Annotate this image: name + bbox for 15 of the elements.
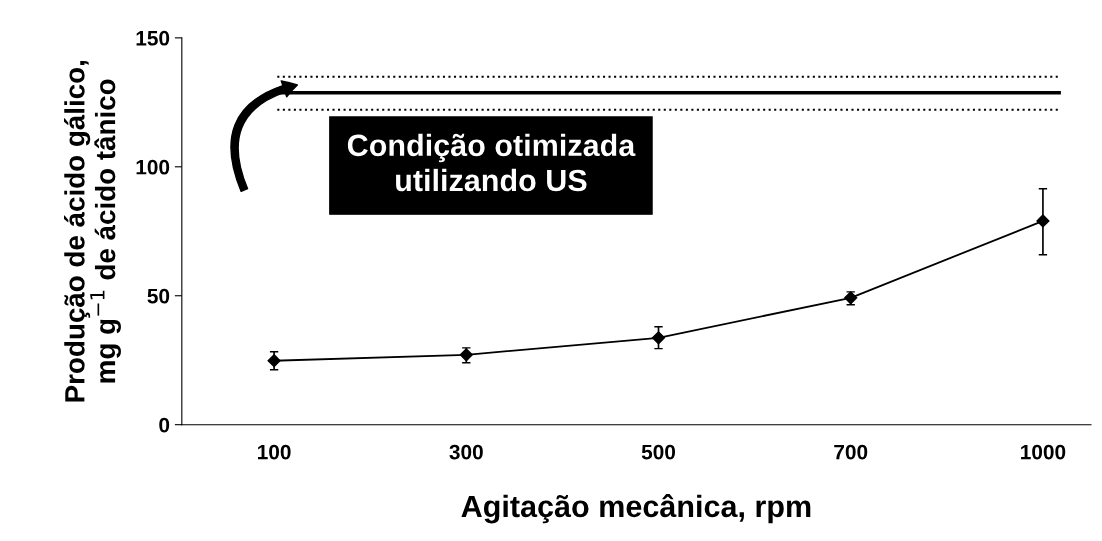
x-tick-label: 1000: [1021, 444, 1066, 460]
x-tick-label: 300: [449, 444, 483, 460]
annotation: Condição otimizada utilizando US: [347, 133, 636, 192]
y-axis-title: Produção de ácido gálico, mg g$^{−1}$ de ácido tânico: [64, 61, 121, 402]
y-tick-label: 50: [147, 288, 170, 304]
point: [1036, 214, 1050, 228]
x-tick-label: 100: [258, 444, 291, 460]
x-tick-label: 700: [834, 444, 868, 460]
point: [651, 331, 666, 345]
y-tick-label: 0: [159, 417, 170, 433]
y-tick-label: 150: [136, 30, 170, 46]
point: [267, 354, 281, 368]
y-tick-label: 100: [136, 159, 170, 175]
x-tick-label: 500: [641, 444, 676, 460]
x-axis-title: Agitação mecânica, rpm: [461, 494, 811, 524]
